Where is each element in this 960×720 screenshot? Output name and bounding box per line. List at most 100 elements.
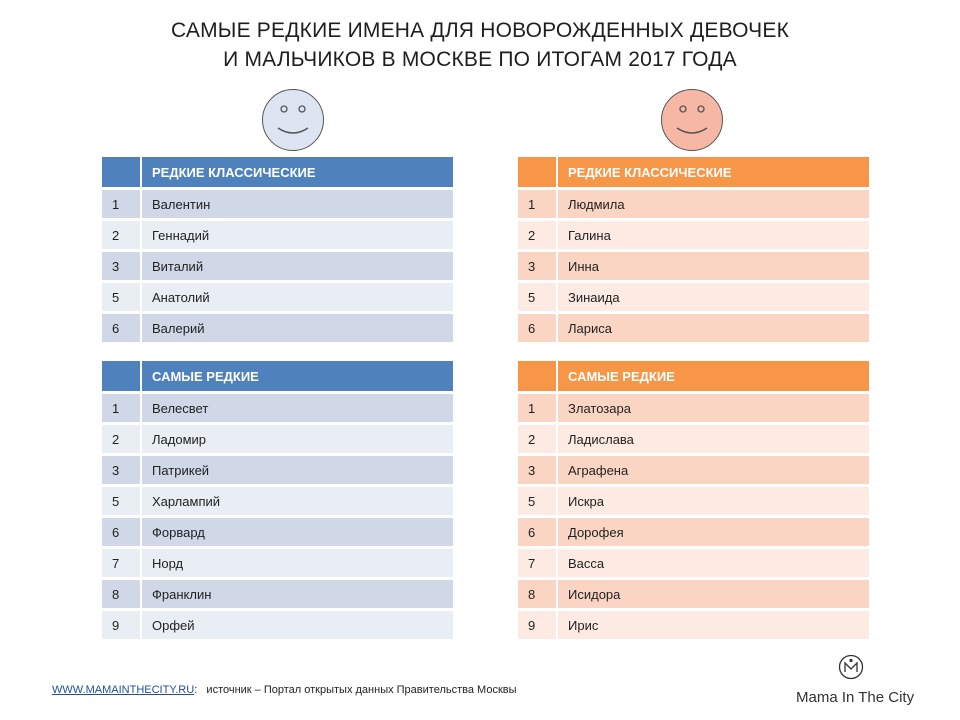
name-cell: Ладомир [142, 425, 453, 453]
name-cell: Велесвет [142, 394, 453, 422]
header-number-cell [102, 361, 142, 391]
table-row: 2 Ладислава [518, 425, 869, 453]
rank-number: 2 [518, 425, 558, 453]
name-cell: Харлампий [142, 487, 453, 515]
name-cell: Валерий [142, 314, 453, 342]
rank-number: 8 [518, 580, 558, 608]
name-cell: Виталий [142, 252, 453, 280]
girls-rarest-table: САМЫЕ РЕДКИЕ 1 Златозара 2 Ладислава 3 Аграфен… [518, 358, 869, 642]
name-cell: Ладислава [558, 425, 869, 453]
table-row: 3 Аграфена [518, 456, 869, 484]
table-row: 2 Галина [518, 221, 869, 249]
header-label: САМЫЕ РЕДКИЕ [142, 361, 453, 391]
name-cell: Ирис [558, 611, 869, 639]
table-header-row: РЕДКИЕ КЛАССИЧЕСКИЕ [518, 157, 869, 187]
table-row: 3 Патрикей [102, 456, 453, 484]
table-header-row: САМЫЕ РЕДКИЕ [102, 361, 453, 391]
footer: WWW.MAMAINTHECITY.RU: источник – Портал … [52, 684, 517, 696]
rank-number: 5 [102, 487, 142, 515]
table-row: 7 Норд [102, 549, 453, 577]
name-cell: Анатолий [142, 283, 453, 311]
table-row: 2 Ладомир [102, 425, 453, 453]
name-cell: Людмила [558, 190, 869, 218]
rank-number: 2 [102, 221, 142, 249]
rank-number: 3 [518, 456, 558, 484]
name-cell: Златозара [558, 394, 869, 422]
rank-number: 9 [102, 611, 142, 639]
boys-rarest-table: САМЫЕ РЕДКИЕ 1 Велесвет 2 Ладомир 3 Патрикей 5 Х… [102, 358, 453, 642]
name-cell: Патрикей [142, 456, 453, 484]
table-header-row: РЕДКИЕ КЛАССИЧЕСКИЕ [102, 157, 453, 187]
table-row: 6 Дорофея [518, 518, 869, 546]
name-cell: Франклин [142, 580, 453, 608]
table-row: 5 Анатолий [102, 283, 453, 311]
table-row: 6 Валерий [102, 314, 453, 342]
table-row: 9 Ирис [518, 611, 869, 639]
header-number-cell [518, 157, 558, 187]
table-row: 2 Геннадий [102, 221, 453, 249]
rank-number: 2 [102, 425, 142, 453]
logo-text: Mama In The City [796, 689, 915, 706]
header-number-cell [102, 157, 142, 187]
rank-number: 2 [518, 221, 558, 249]
name-cell: Инна [558, 252, 869, 280]
header-label: САМЫЕ РЕДКИЕ [558, 361, 869, 391]
boys-classic-table: РЕДКИЕ КЛАССИЧЕСКИЕ 1 Валентин 2 Геннадий 3 Ви… [102, 154, 453, 345]
table-row: 8 Франклин [102, 580, 453, 608]
footer-separator: : [194, 684, 198, 696]
rank-number: 5 [518, 487, 558, 515]
name-cell: Искра [558, 487, 869, 515]
name-cell: Галина [558, 221, 869, 249]
rank-number: 3 [102, 252, 142, 280]
table-row: 8 Исидора [518, 580, 869, 608]
rank-number: 1 [102, 190, 142, 218]
name-cell: Орфей [142, 611, 453, 639]
title-line-2: И МАЛЬЧИКОВ В МОСКВЕ ПО ИТОГАМ 2017 ГОДА [223, 48, 737, 71]
table-row: 7 Васса [518, 549, 869, 577]
rank-number: 6 [518, 518, 558, 546]
table-row: 1 Людмила [518, 190, 869, 218]
title-line-1: САМЫЕ РЕДКИЕ ИМЕНА ДЛЯ НОВОРОЖДЕННЫХ ДЕВ… [170, 19, 790, 42]
table-row: 5 Харлампий [102, 487, 453, 515]
rank-number: 7 [518, 549, 558, 577]
table-row: 1 Златозара [518, 394, 869, 422]
rank-number: 3 [102, 456, 142, 484]
rank-number: 9 [518, 611, 558, 639]
table-row: 5 Зинаида [518, 283, 869, 311]
table-row: 1 Валентин [102, 190, 453, 218]
header-label: РЕДКИЕ КЛАССИЧЕСКИЕ [142, 157, 453, 187]
rank-number: 5 [518, 283, 558, 311]
rank-number: 1 [518, 394, 558, 422]
rank-number: 7 [102, 549, 142, 577]
name-cell: Зинаида [558, 283, 869, 311]
name-cell: Васса [558, 549, 869, 577]
header-number-cell [518, 361, 558, 391]
rank-number: 8 [102, 580, 142, 608]
girl-smiley-icon [661, 89, 723, 151]
rank-number: 5 [102, 283, 142, 311]
table-row: 3 Виталий [102, 252, 453, 280]
table-row: 6 Форвард [102, 518, 453, 546]
site-link[interactable]: WWW.MAMAINTHECITY.RU [52, 684, 195, 696]
rank-number: 6 [102, 518, 142, 546]
rank-number: 3 [518, 252, 558, 280]
name-cell: Валентин [142, 190, 453, 218]
name-cell: Аграфена [558, 456, 869, 484]
name-cell: Геннадий [142, 221, 453, 249]
table-row: 1 Велесвет [102, 394, 453, 422]
table-row: 9 Орфей [102, 611, 453, 639]
rank-number: 6 [518, 314, 558, 342]
table-row: 5 Искра [518, 487, 869, 515]
name-cell: Лариса [558, 314, 869, 342]
girls-classic-table: РЕДКИЕ КЛАССИЧЕСКИЕ 1 Людмила 2 Галина 3 Инна 5… [518, 154, 869, 345]
mama-in-the-city-logo-icon [838, 654, 864, 680]
name-cell: Исидора [558, 580, 869, 608]
header-label: РЕДКИЕ КЛАССИЧЕСКИЕ [558, 157, 869, 187]
name-cell: Норд [142, 549, 453, 577]
page-title: САМЫЕ РЕДКИЕ ИМЕНА ДЛЯ НОВОРОЖДЕННЫХ ДЕВ… [0, 16, 960, 74]
rank-number: 1 [102, 394, 142, 422]
name-cell: Форвард [142, 518, 453, 546]
table-row: 3 Инна [518, 252, 869, 280]
table-row: 6 Лариса [518, 314, 869, 342]
boy-smiley-icon [262, 89, 324, 151]
